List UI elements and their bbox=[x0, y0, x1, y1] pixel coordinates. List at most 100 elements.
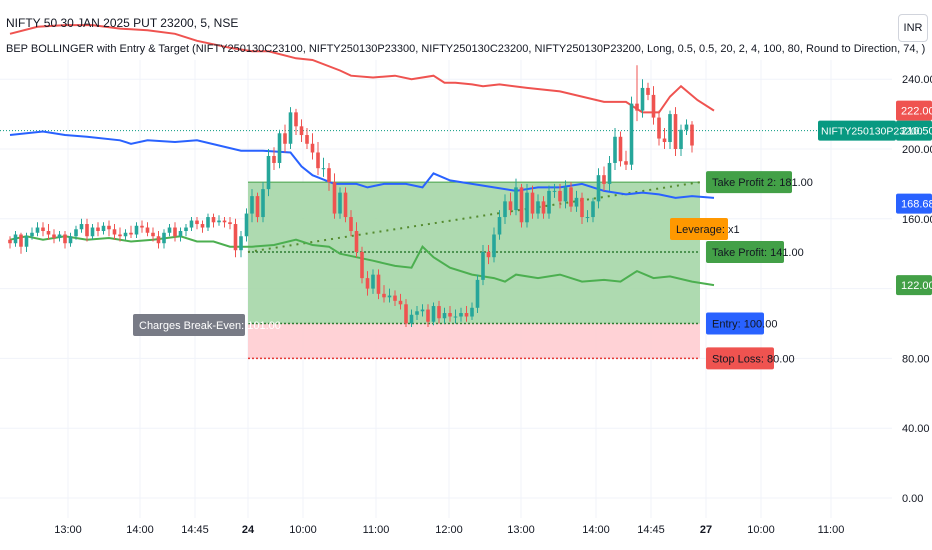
candle-body bbox=[629, 103, 634, 165]
candle-body bbox=[525, 192, 529, 223]
x-tick-label: 13:00 bbox=[507, 524, 535, 536]
candle-body bbox=[112, 229, 117, 235]
candle-body bbox=[24, 236, 29, 247]
candle-body bbox=[558, 190, 562, 202]
profit-zone bbox=[248, 182, 700, 324]
candle-body bbox=[206, 217, 210, 228]
candle-body bbox=[151, 232, 155, 237]
candle-body bbox=[85, 224, 89, 237]
y-tick-label: 40.00 bbox=[902, 423, 930, 435]
candle-body bbox=[255, 196, 260, 218]
candle-body bbox=[90, 227, 95, 237]
candle-body bbox=[272, 155, 276, 163]
symbol-tag-bg bbox=[818, 120, 896, 141]
entry-label: Entry: 100.00 bbox=[706, 312, 777, 335]
x-tick-label: 12:00 bbox=[435, 524, 463, 536]
candle-body bbox=[195, 220, 199, 225]
candle-body bbox=[250, 196, 254, 214]
candle-body bbox=[569, 187, 573, 207]
lower-band-line bbox=[9, 235, 715, 287]
candle-body bbox=[448, 313, 452, 317]
candle-body bbox=[211, 217, 216, 223]
candle-body bbox=[96, 227, 100, 232]
candle-body bbox=[404, 304, 408, 324]
candle-body bbox=[222, 220, 227, 223]
candle-body bbox=[173, 227, 177, 237]
candle-body bbox=[387, 295, 392, 298]
candle-body bbox=[470, 307, 474, 317]
candle-body bbox=[145, 227, 150, 233]
candle-body bbox=[57, 234, 62, 238]
break-even-label: Charges Break-Even: 101.00 bbox=[133, 314, 281, 336]
candle-body bbox=[486, 251, 491, 258]
candle-body bbox=[19, 234, 23, 247]
candle-body bbox=[657, 117, 661, 139]
candle-body bbox=[530, 192, 535, 214]
candle-body bbox=[371, 274, 375, 289]
leverage-label-text: Leverage: x1 bbox=[676, 224, 740, 236]
leverage-label-bg bbox=[670, 218, 728, 240]
candle-body bbox=[442, 313, 447, 319]
candle-body bbox=[299, 126, 304, 136]
candle-body bbox=[283, 133, 287, 144]
candle-body bbox=[459, 313, 463, 317]
symbol-title[interactable]: NIFTY 50 30 JAN 2025 PUT 23200, 5, NSE bbox=[6, 16, 239, 30]
indicator-legend[interactable]: BEP BOLLINGER with Entry & Target (NIFTY… bbox=[6, 43, 926, 55]
candle-body bbox=[398, 300, 403, 305]
axes: 240.00200.00160.00120.0080.0040.000.0013… bbox=[54, 74, 932, 536]
currency-button[interactable]: INR bbox=[898, 14, 928, 42]
price-label-upper: 222.00 bbox=[901, 106, 932, 118]
candle-body bbox=[624, 161, 628, 165]
y-tick-label: 80.00 bbox=[902, 353, 930, 365]
trade-zones bbox=[0, 130, 892, 360]
candle-body bbox=[382, 293, 386, 298]
candle-body bbox=[178, 231, 183, 237]
take-profit-2-label: Take Profit 2: 181.00 bbox=[706, 171, 813, 194]
candle-body bbox=[635, 103, 639, 111]
candle-body bbox=[497, 217, 502, 235]
candles bbox=[8, 65, 694, 327]
candle-body bbox=[184, 227, 188, 232]
candle-body bbox=[8, 239, 12, 244]
candle-body bbox=[118, 234, 122, 237]
x-tick-label: 14:00 bbox=[126, 524, 154, 536]
candle-body bbox=[167, 227, 172, 233]
candle-body bbox=[415, 311, 419, 315]
candle-body bbox=[129, 232, 133, 235]
candle-body bbox=[156, 236, 161, 244]
candle-body bbox=[690, 124, 694, 146]
candle-body bbox=[277, 133, 282, 163]
candle-body bbox=[217, 220, 221, 223]
candle-body bbox=[332, 182, 337, 214]
leverage-label: Leverage: x1 bbox=[670, 218, 740, 240]
candle-body bbox=[316, 152, 320, 169]
candle-body bbox=[310, 143, 315, 153]
price-label-middle: 168.68 bbox=[901, 199, 932, 211]
price-label-last-bg bbox=[896, 120, 932, 141]
candle-body bbox=[134, 225, 139, 235]
candle-body bbox=[365, 278, 370, 289]
candle-body bbox=[431, 306, 436, 322]
middle-band-line bbox=[9, 130, 715, 199]
candle-body bbox=[503, 201, 507, 218]
y-tick-label: 0.00 bbox=[902, 493, 923, 505]
candle-body bbox=[321, 168, 326, 170]
candle-body bbox=[673, 114, 678, 149]
candle-body bbox=[651, 94, 656, 118]
price-label-upper-bg bbox=[896, 100, 932, 121]
x-tick-label: 10:00 bbox=[747, 524, 775, 536]
candle-body bbox=[261, 189, 265, 218]
candle-body bbox=[585, 217, 590, 219]
candle-body bbox=[140, 225, 144, 228]
y-tick-label: 160.00 bbox=[902, 214, 932, 226]
candle-body bbox=[547, 190, 551, 214]
candle-body bbox=[244, 213, 249, 237]
candle-body bbox=[101, 225, 106, 232]
candle-body bbox=[684, 124, 689, 130]
candle-body bbox=[123, 232, 128, 237]
x-tick-label: 10:00 bbox=[289, 524, 317, 536]
candle-body bbox=[354, 231, 359, 252]
candle-body bbox=[613, 136, 617, 163]
x-tick-label: 14:45 bbox=[181, 524, 209, 536]
